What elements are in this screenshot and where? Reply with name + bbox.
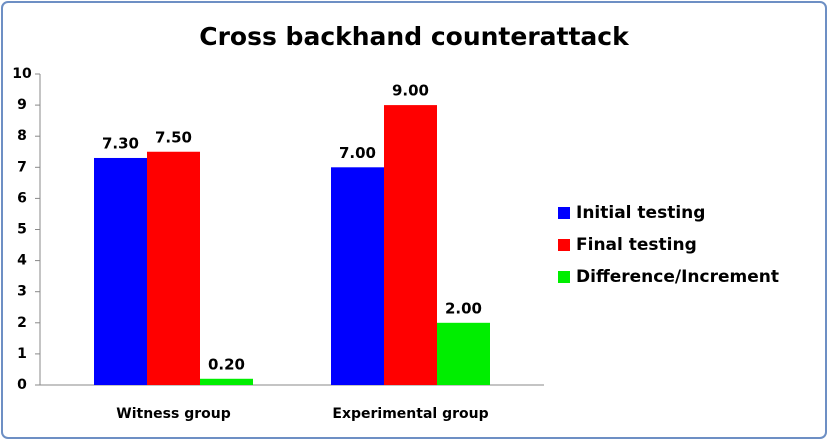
value-label: 2.00 [445, 299, 482, 317]
y-tick-label: 3 [17, 284, 27, 300]
value-label: 7.00 [339, 144, 376, 162]
y-tick-label: 0 [17, 377, 27, 393]
y-tick-label: 8 [17, 128, 27, 144]
bar [147, 151, 200, 385]
y-tick-label: 1 [17, 346, 27, 362]
legend-label: Initial testing [576, 203, 705, 223]
bar [94, 157, 147, 385]
x-tick-label: Experimental group [332, 406, 488, 422]
bar [200, 378, 253, 385]
y-tick-label: 5 [17, 222, 27, 238]
legend-label: Difference/Increment [576, 267, 779, 287]
legend-swatch [558, 271, 570, 283]
value-label: 7.30 [102, 134, 139, 152]
y-tick-label: 4 [17, 253, 27, 269]
value-label: 7.50 [155, 128, 192, 146]
bar [384, 105, 437, 385]
legend-swatch [558, 239, 570, 251]
legend-label: Final testing [576, 235, 697, 255]
chart-title: Cross backhand counterattack [199, 22, 630, 51]
x-tick-label: Witness group [116, 406, 230, 422]
y-tick-label: 6 [17, 190, 27, 206]
y-tick-label: 7 [17, 159, 27, 175]
bar [331, 167, 384, 385]
value-label: 0.20 [208, 355, 245, 373]
y-tick-label: 9 [17, 97, 27, 113]
y-tick-label: 2 [17, 315, 27, 331]
bar [437, 322, 490, 385]
value-label: 9.00 [392, 82, 429, 100]
legend-swatch [558, 207, 570, 219]
y-tick-label: 10 [12, 66, 32, 82]
